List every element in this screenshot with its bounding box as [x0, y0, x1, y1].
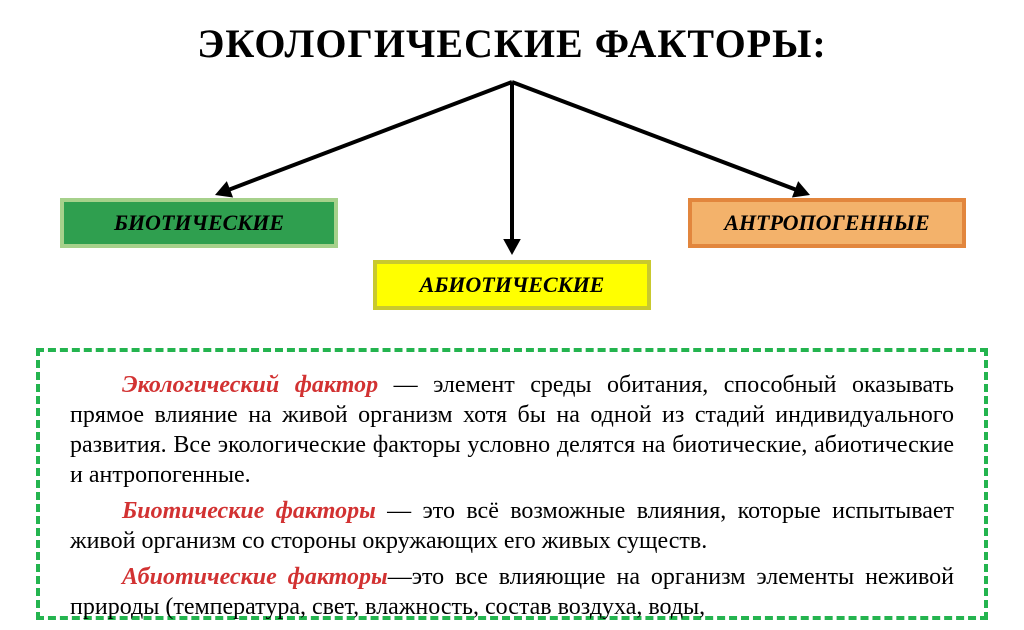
definition-term: Абиотические факторы — [122, 564, 388, 590]
box-anthropogenic-label: АНТРОПОГЕННЫЕ — [724, 210, 929, 236]
arrow-line-0 — [224, 82, 512, 192]
arrow-head-1 — [503, 239, 521, 255]
definitions-box: Экологический фактор — элемент среды оби… — [36, 348, 988, 620]
arrow-line-2 — [512, 82, 801, 192]
definition-term: Биотические факторы — [122, 498, 376, 524]
definition-term: Экологический фактор — [122, 372, 378, 398]
definition-paragraph: Абиотические факторы—это все влияющие на… — [70, 562, 954, 622]
box-abiotic-label: АБИОТИЧЕСКИЕ — [420, 272, 605, 298]
definition-paragraph: Экологический фактор — элемент среды оби… — [70, 370, 954, 490]
box-biotic-label: БИОТИЧЕСКИЕ — [114, 210, 284, 236]
box-abiotic: АБИОТИЧЕСКИЕ — [373, 260, 651, 310]
definition-paragraph: Биотические факторы — это всё возможные … — [70, 496, 954, 556]
box-biotic: БИОТИЧЕСКИЕ — [60, 198, 338, 248]
box-anthropogenic: АНТРОПОГЕННЫЕ — [688, 198, 966, 248]
